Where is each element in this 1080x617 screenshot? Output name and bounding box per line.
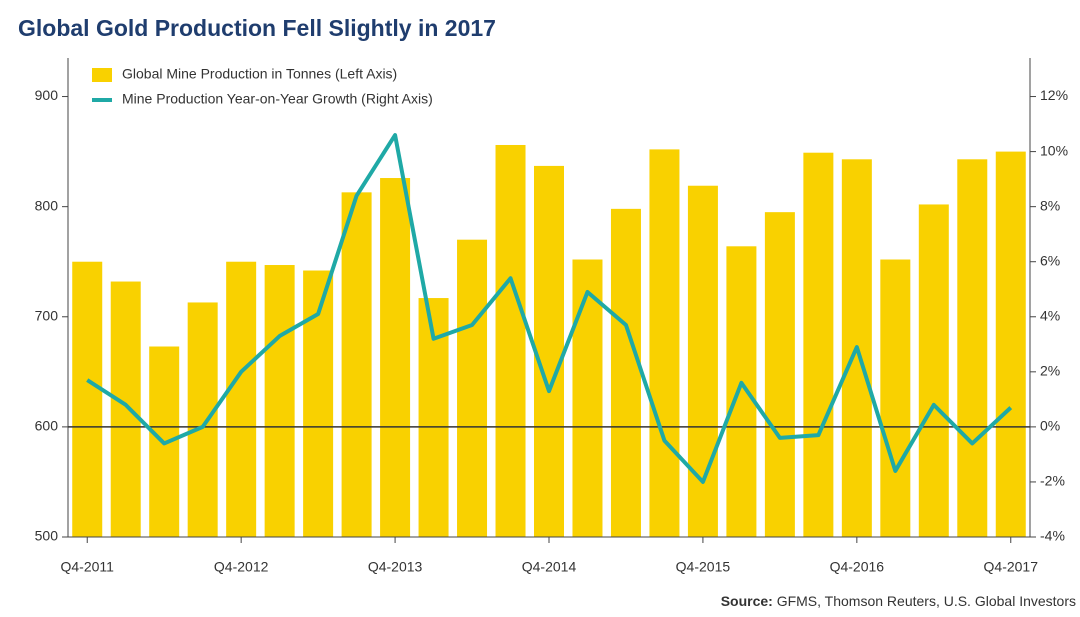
y2-tick-label: 4%: [1040, 307, 1060, 323]
bar: [264, 265, 295, 537]
bar: [880, 259, 911, 537]
bar: [572, 259, 603, 537]
bar: [764, 212, 795, 537]
source-text: GFMS, Thomson Reuters, U.S. Global Inves…: [777, 593, 1076, 609]
y-tick-label: 600: [35, 418, 59, 434]
x-tick-label: Q4-2014: [522, 559, 577, 575]
y2-tick-label: 12%: [1040, 87, 1068, 103]
line: [86, 133, 1013, 484]
y-tick-label: 900: [35, 87, 59, 103]
y-tick-label: 500: [35, 528, 59, 544]
bar: [457, 239, 488, 538]
x-tick-label: Q4-2015: [676, 559, 731, 575]
x-tick-label: Q4-2013: [368, 559, 423, 575]
y-tick-label: 800: [35, 197, 59, 213]
chart-title: Global Gold Production Fell Slightly in …: [18, 15, 496, 41]
bar: [72, 261, 103, 537]
bar: [226, 261, 257, 537]
legend-label: Global Mine Production in Tonnes (Left A…: [122, 66, 397, 82]
source-label: Source:: [721, 593, 773, 609]
y2-tick-label: 8%: [1040, 197, 1060, 213]
x-tick-label: Q4-2012: [214, 559, 269, 575]
y2-tick-label: 10%: [1040, 142, 1068, 158]
bar: [687, 185, 718, 537]
bar: [380, 178, 411, 538]
y2-tick-label: 2%: [1040, 363, 1060, 379]
bar: [957, 159, 988, 538]
y-tick-label: 700: [35, 307, 59, 323]
bar: [110, 281, 141, 537]
y2-tick-label: 6%: [1040, 252, 1060, 268]
bar: [341, 192, 372, 538]
y2-tick-label: -2%: [1040, 473, 1065, 489]
bar: [495, 144, 526, 538]
bar: [918, 204, 949, 537]
bar: [187, 302, 218, 537]
x-tick-label: Q4-2011: [61, 559, 115, 575]
bar: [803, 152, 834, 537]
bar: [534, 165, 564, 537]
bar: [610, 208, 641, 537]
bar: [726, 246, 757, 537]
y2-tick-label: -4%: [1040, 528, 1065, 544]
source: Source: GFMS, Thomson Reuters, U.S. Glob…: [721, 593, 1076, 609]
bar: [995, 151, 1026, 537]
legend-label: Mine Production Year-on-Year Growth (Rig…: [122, 91, 433, 107]
x-tick-label: Q4-2016: [830, 559, 885, 575]
x-tick-label: Q4-2017: [984, 559, 1039, 575]
legend-swatch: [92, 68, 112, 82]
bar: [649, 149, 680, 538]
y2-tick-label: 0%: [1040, 418, 1060, 434]
